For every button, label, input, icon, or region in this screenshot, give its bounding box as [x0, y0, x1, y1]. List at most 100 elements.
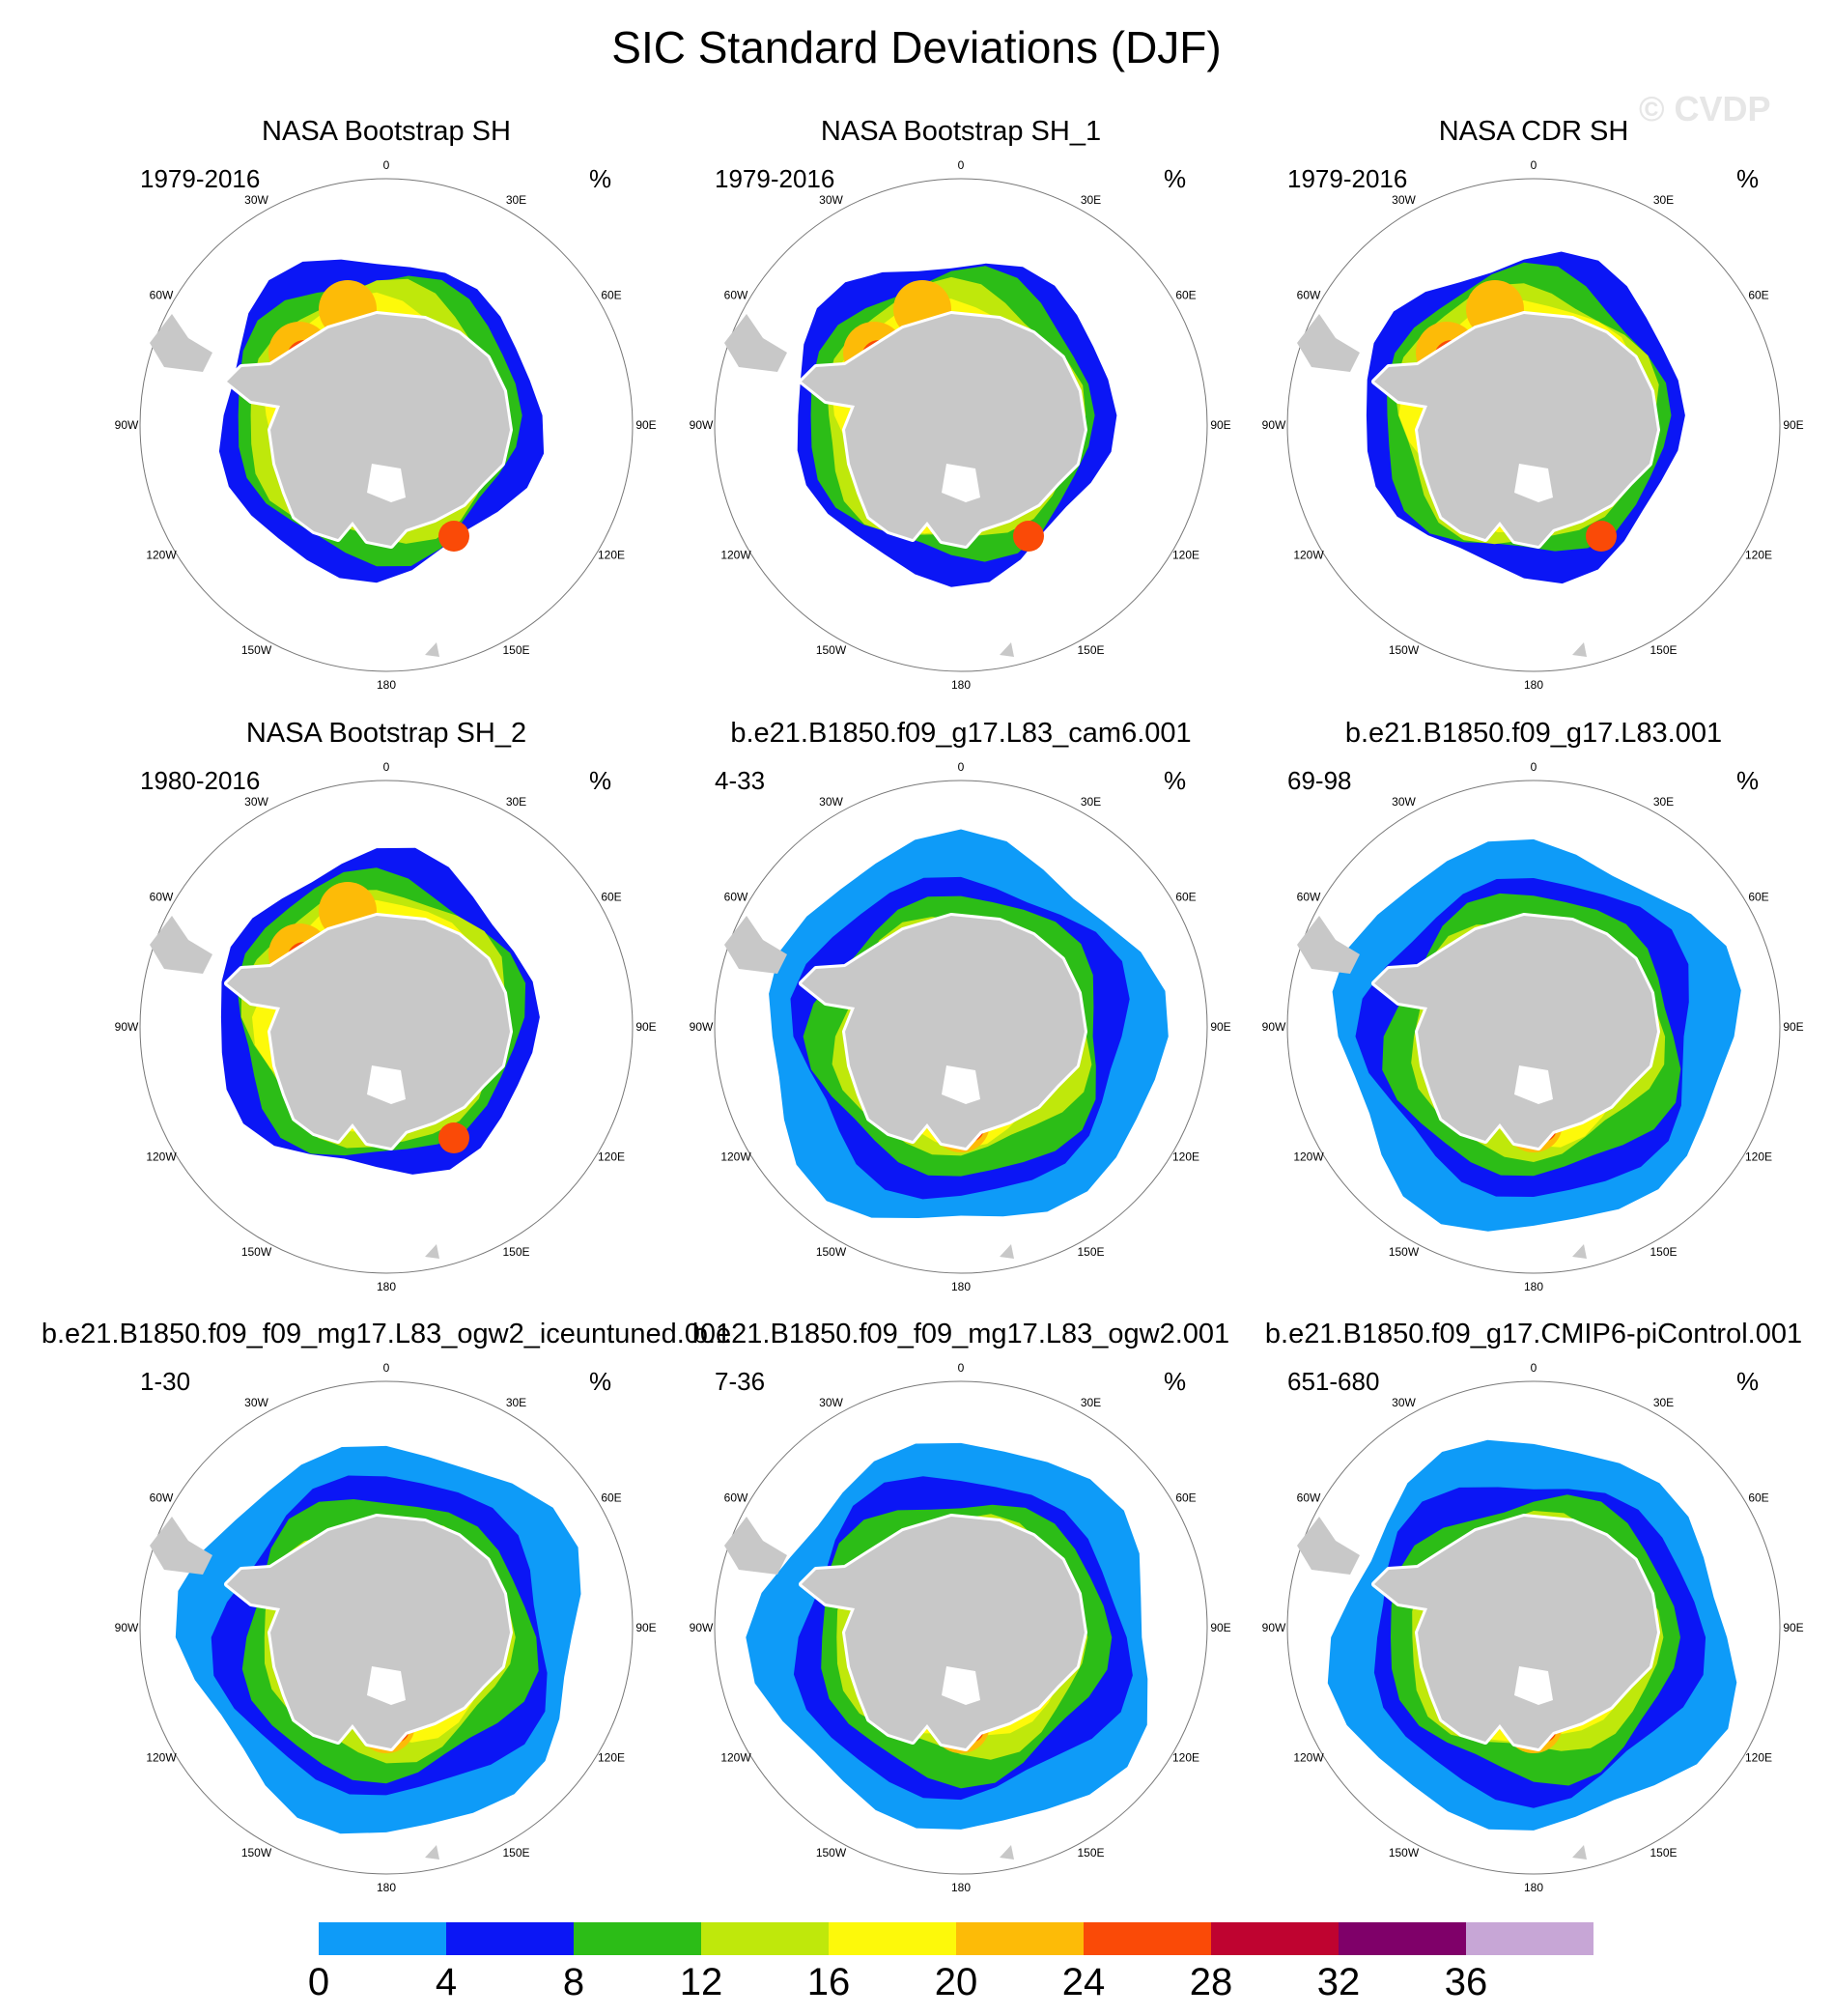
- longitude-label: 180: [1524, 1280, 1543, 1293]
- south-america-land: [150, 916, 212, 974]
- longitude-label: 30W: [244, 193, 268, 207]
- south-america-land: [724, 1517, 787, 1575]
- colorbar-label: 20: [934, 1961, 978, 2003]
- longitude-label: 0: [1531, 158, 1537, 172]
- longitude-label: 150E: [502, 643, 529, 657]
- longitude-label: 60W: [1297, 891, 1321, 904]
- longitude-label: 90E: [635, 418, 656, 432]
- south-america-land: [150, 1517, 212, 1575]
- longitude-label: 30W: [819, 1396, 843, 1409]
- longitude-label: 0: [1531, 1361, 1537, 1375]
- longitude-label: 30E: [506, 193, 526, 207]
- longitude-label: 180: [377, 1881, 396, 1894]
- longitude-label: 90W: [1262, 418, 1286, 432]
- panel-title: NASA Bootstrap SH: [262, 116, 511, 147]
- panel-title: b.e21.B1850.f09_f09_mg17.L83_ogw2_iceunt…: [41, 1319, 732, 1349]
- panel-unit: %: [1736, 164, 1760, 193]
- longitude-label: 180: [951, 1280, 971, 1293]
- panel-title: NASA Bootstrap SH_2: [245, 718, 527, 749]
- ice-shelf: [367, 1065, 406, 1104]
- longitude-label: 0: [1531, 760, 1537, 774]
- south-america-land: [724, 916, 787, 974]
- longitude-label: 30E: [506, 795, 526, 809]
- longitude-label: 60E: [1175, 891, 1196, 904]
- panel-unit: %: [1736, 1367, 1760, 1396]
- longitude-label: 60W: [724, 289, 748, 302]
- longitude-label: 90E: [1210, 1621, 1230, 1634]
- longitude-label: 150E: [1077, 1846, 1104, 1860]
- longitude-label: 30E: [1653, 1396, 1674, 1409]
- panel-period: 651-680: [1287, 1367, 1380, 1396]
- longitude-label: 90E: [635, 1621, 656, 1634]
- colorbar-box: [956, 1922, 1084, 1955]
- colorbar-label: 28: [1189, 1961, 1233, 2003]
- panel-period: 1980-2016: [140, 766, 261, 795]
- panel-period: 1-30: [140, 1367, 191, 1396]
- map-panel: 0 30E 60E 90E 120E 150E 180 150W 120W 90W 60W 30W: [690, 158, 1231, 692]
- longitude-label: 120E: [1172, 1150, 1199, 1164]
- panel-period: 1979-2016: [1287, 164, 1408, 193]
- longitude-label: 90E: [1783, 418, 1803, 432]
- longitude-label: 90E: [1210, 1020, 1230, 1034]
- longitude-label: 150W: [241, 1846, 272, 1860]
- longitude-label: 60E: [1748, 1491, 1768, 1505]
- longitude-label: 90W: [1262, 1020, 1286, 1034]
- ice-shelf: [942, 464, 980, 502]
- colorbar-label: 0: [307, 1961, 330, 2003]
- south-america-land: [1297, 1517, 1360, 1575]
- ice-shelf: [942, 1065, 980, 1104]
- longitude-label: 0: [958, 760, 965, 774]
- longitude-label: 120W: [1293, 1751, 1324, 1765]
- longitude-label: 150W: [816, 1245, 847, 1259]
- longitude-label: 60W: [150, 289, 174, 302]
- panel-unit: %: [589, 1367, 612, 1396]
- longitude-label: 120W: [146, 549, 177, 562]
- longitude-label: 30E: [1081, 1396, 1101, 1409]
- longitude-label: 60W: [724, 891, 748, 904]
- longitude-label: 60E: [601, 1491, 621, 1505]
- longitude-label: 150W: [241, 643, 272, 657]
- longitude-label: 90W: [115, 1020, 139, 1034]
- colorbar-box: [701, 1922, 829, 1955]
- longitude-label: 60W: [150, 891, 174, 904]
- panel-period: 4-33: [715, 766, 766, 795]
- panel-period: 7-36: [715, 1367, 766, 1396]
- colorbar-box: [319, 1922, 446, 1955]
- island-land: [425, 1845, 439, 1860]
- island-land: [1572, 1845, 1587, 1860]
- longitude-label: 150W: [1389, 1245, 1420, 1259]
- island-land: [1572, 1244, 1587, 1259]
- longitude-label: 150W: [1389, 643, 1420, 657]
- island-land: [425, 642, 439, 657]
- colorbar-box: [574, 1922, 701, 1955]
- longitude-label: 180: [951, 678, 971, 692]
- antarctica-landmass: [1374, 916, 1657, 1148]
- panel-period: 1979-2016: [715, 164, 835, 193]
- sea-ice-anomaly: [1586, 521, 1617, 552]
- longitude-label: 60W: [1297, 289, 1321, 302]
- antarctica-landmass: [227, 916, 510, 1148]
- ice-shelf: [367, 1666, 406, 1705]
- longitude-label: 180: [951, 1881, 971, 1894]
- ice-shelf: [942, 1666, 980, 1705]
- longitude-label: 120E: [1745, 1751, 1772, 1765]
- panel-unit: %: [589, 164, 612, 193]
- longitude-label: 60E: [1175, 289, 1196, 302]
- longitude-label: 150E: [1077, 1245, 1104, 1259]
- map-panel: 0 30E 60E 90E 120E 150E 180 150W 120W 90W 60W 30W: [690, 760, 1231, 1293]
- longitude-label: 90W: [690, 418, 714, 432]
- panel-unit: %: [589, 766, 612, 795]
- map-panel: 0 30E 60E 90E 120E 150E 180 150W 120W 90W 60W 30W: [115, 158, 657, 692]
- longitude-label: 150E: [1650, 1846, 1677, 1860]
- map-panel: 0 30E 60E 90E 120E 150E 180 150W 120W 90W 60W 30W: [1262, 760, 1804, 1293]
- longitude-label: 60E: [601, 289, 621, 302]
- ice-shelf: [1514, 1065, 1553, 1104]
- sea-ice-anomaly: [438, 1122, 469, 1153]
- longitude-label: 90W: [115, 1621, 139, 1634]
- ice-shelf: [1514, 1666, 1553, 1705]
- panel-title: NASA Bootstrap SH_1: [820, 116, 1102, 147]
- panel-title: b.e21.B1850.f09_g17.L83_cam6.001: [730, 718, 1192, 749]
- antarctica-landmass: [802, 314, 1085, 546]
- colorbar-label: 36: [1444, 1961, 1488, 2003]
- longitude-label: 30W: [1392, 795, 1416, 809]
